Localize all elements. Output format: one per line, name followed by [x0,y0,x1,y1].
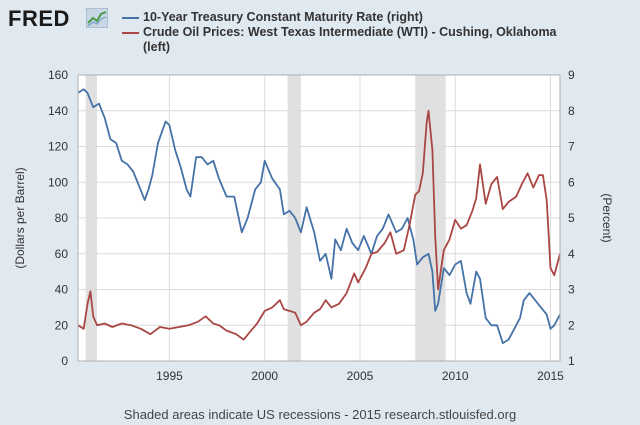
left-axis-title: (Dollars per Barrel) [13,167,27,268]
left-tick-label: 80 [55,211,69,225]
left-tick-label: 40 [55,283,69,297]
chart-legend: 10-Year Treasury Constant Maturity Rate … [122,10,573,55]
legend-item-treasury: 10-Year Treasury Constant Maturity Rate … [122,10,573,25]
left-tick-label: 20 [55,318,69,332]
series-line-treasury [77,88,561,345]
legend-swatch-wti [122,32,139,34]
legend-item-wti: Crude Oil Prices: West Texas Intermediat… [122,25,573,55]
right-tick-label: 2 [568,318,575,332]
right-tick-label: 4 [568,247,575,261]
right-tick-label: 9 [568,68,575,82]
left-tick-label: 100 [48,175,68,189]
right-tick-label: 7 [568,140,575,154]
left-tick-label: 60 [55,247,69,261]
right-tick-label: 1 [568,354,575,368]
x-tick-label: 2005 [347,369,374,383]
x-tick-label: 2015 [537,369,564,383]
x-tick-label: 1995 [156,369,183,383]
right-tick-label: 6 [568,175,575,189]
fred-trend-logo-icon [86,8,108,28]
series-line-wti [77,109,561,341]
right-axis-title: (Percent) [600,193,614,242]
fred-logo: FRED [8,6,70,31]
left-tick-label: 0 [61,354,68,368]
right-tick-label: 8 [568,104,575,118]
legend-swatch-treasury [122,17,139,19]
left-tick-label: 160 [48,68,68,82]
x-tick-label: 2010 [442,369,469,383]
x-tick-label: 2000 [251,369,278,383]
footer-note: Shaded areas indicate US recessions - 20… [123,407,517,422]
legend-label-wti: Crude Oil Prices: West Texas Intermediat… [143,25,557,54]
right-tick-label: 5 [568,211,575,225]
left-tick-label: 140 [48,104,68,118]
legend-label-treasury: 10-Year Treasury Constant Maturity Rate … [143,10,423,24]
left-tick-label: 120 [48,140,68,154]
plot-border [77,74,561,362]
right-tick-label: 3 [568,283,575,297]
